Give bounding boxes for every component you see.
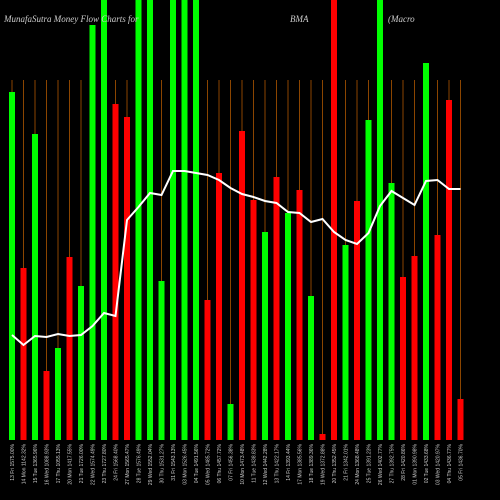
bar — [296, 190, 303, 440]
x-tick-label: 15 Tue 1365.96% — [33, 443, 39, 483]
x-tick-label: 20 Mon 1417.55% — [68, 443, 74, 484]
x-tick-label: 18 Tue 1389.36% — [309, 443, 315, 483]
subtitle: (Macro — [388, 14, 415, 24]
bar — [9, 92, 15, 440]
bar — [193, 0, 199, 440]
x-tick-label: 31 Fri 1543.13% — [171, 443, 177, 480]
bar — [354, 201, 360, 440]
bar — [250, 200, 257, 440]
bar — [204, 300, 211, 440]
bar — [89, 25, 96, 440]
bar — [446, 100, 452, 440]
x-tick-label: 04 Thu 1436.77% — [447, 443, 453, 483]
lines — [11, 170, 461, 347]
x-tick-label: 27 Mon 1565.47% — [125, 443, 131, 484]
x-tick-label: 04 Tue 1491.56% — [194, 443, 200, 483]
bar — [365, 120, 372, 440]
x-tick-label: 17 Thu 1055.13% — [56, 443, 62, 483]
x-tick-label: 30 Thu 1531.27% — [160, 443, 166, 483]
bar — [135, 0, 142, 440]
bar — [377, 0, 383, 440]
x-tick-label: 02 Tue 1433.68% — [424, 443, 430, 483]
x-tick-label: 17 Mon 1385.56% — [298, 443, 304, 484]
bar — [227, 404, 234, 440]
x-tick-label: 06 Thu 1457.72% — [217, 443, 223, 483]
x-labels: 13 Fri 1575.00% 14 Mon 1142.32% 15 Tue 136… — [10, 443, 465, 485]
x-tick-label: 14 Mon 1142.32% — [22, 443, 28, 484]
x-tick-label: 03 Wed 1420.97% — [436, 443, 442, 485]
bar — [124, 117, 130, 440]
bar — [342, 245, 349, 440]
x-tick-label: 28 Fri 1420.86% — [401, 443, 407, 480]
bar — [216, 173, 222, 440]
x-tick-label: 29 Wed 1552.04% — [148, 443, 154, 485]
bar — [434, 235, 441, 440]
bar — [423, 63, 429, 440]
bar — [400, 277, 406, 440]
bar — [112, 104, 119, 440]
x-tick-label: 28 Tue 1576.49% — [137, 443, 143, 483]
x-tick-label: 22 Wed 1574.49% — [91, 443, 97, 485]
x-tick-label: 21 Tue 1726.00% — [79, 443, 85, 483]
x-tick-label: 26 Wed 1402.77% — [378, 443, 384, 485]
chart-title: MunafaSutra Money Flow Charts for — [3, 14, 139, 24]
x-tick-label: 12 Wed 1442.28% — [263, 443, 269, 485]
bar — [262, 232, 268, 440]
money-flow-line — [11, 170, 461, 347]
x-tick-label: 10 Mon 1473.48% — [240, 443, 246, 484]
x-tick-label: 25 Tue 1391.23% — [367, 443, 373, 483]
bar — [308, 296, 314, 440]
ticker: BMA — [290, 14, 309, 24]
bar — [20, 268, 27, 440]
x-tick-label: 23 Thu 1727.80% — [102, 443, 108, 483]
x-tick-label: 13 Fri 1575.00% — [10, 443, 16, 480]
bar — [411, 256, 418, 440]
x-tick-label: 27 Thu 1392.75% — [390, 443, 396, 483]
x-tick-label: 20 Thu 1352.45% — [332, 443, 338, 483]
x-tick-label: 16 Wed 1088.93% — [45, 443, 51, 485]
bar — [78, 286, 84, 440]
x-tick-label: 13 Thu 1422.17% — [275, 443, 281, 483]
bar — [388, 183, 395, 440]
bars — [9, 0, 464, 440]
bar — [66, 257, 73, 440]
bar — [273, 177, 280, 440]
bar — [147, 0, 153, 440]
x-tick-label: 14 Fri 1393.44% — [286, 443, 292, 480]
x-tick-label: 21 Fri 1342.01% — [344, 443, 350, 480]
x-tick-label: 24 Fri 1568.40% — [114, 443, 120, 480]
bar — [239, 131, 245, 440]
bar — [457, 399, 464, 440]
x-tick-label: 24 Mon 1368.48% — [355, 443, 361, 484]
bar — [101, 0, 107, 440]
x-tick-label: 19 Wed 1372.88% — [321, 443, 327, 485]
bar — [285, 213, 291, 440]
bar — [331, 0, 337, 440]
bar — [43, 371, 50, 440]
x-tick-label: 01 Mon 1390.98% — [413, 443, 419, 484]
bar — [158, 281, 165, 440]
x-tick-label: 03 Mon 1526.45% — [183, 443, 189, 484]
bar — [319, 434, 326, 440]
x-tick-label: 05 Fri 1436.70% — [459, 443, 465, 480]
bar — [32, 134, 38, 440]
bar — [170, 0, 176, 440]
x-tick-label: 05 Wed 1485.72% — [206, 443, 212, 485]
bar — [181, 0, 188, 440]
bar — [55, 348, 61, 440]
x-tick-label: 07 Fri 1456.38% — [229, 443, 235, 480]
x-tick-label: 11 Tue 1438.83% — [252, 443, 258, 482]
